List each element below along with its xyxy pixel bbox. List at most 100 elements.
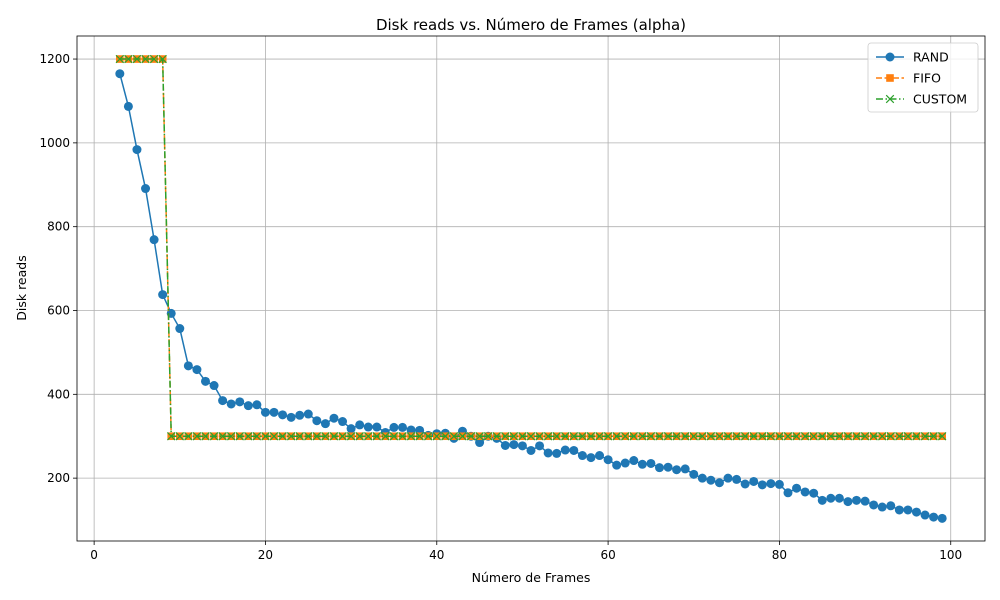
data-point-rand — [903, 505, 913, 515]
data-point-custom — [483, 432, 493, 441]
x-marker-stroke — [466, 432, 476, 441]
data-point-custom — [295, 432, 304, 441]
plot-area-frame — [76, 35, 986, 542]
data-point-custom — [818, 432, 827, 441]
data-point-custom — [629, 432, 639, 441]
x-marker-stroke — [818, 432, 827, 441]
data-point-rand — [612, 460, 622, 470]
x-marker-stroke — [518, 432, 527, 441]
data-point-custom — [415, 432, 424, 441]
x-marker-stroke — [758, 432, 767, 441]
data-point-rand — [595, 451, 605, 461]
data-point-custom — [646, 432, 656, 441]
legend-label-rand: RAND — [913, 50, 949, 65]
legend: RAND FIFO CUSTOM — [867, 42, 979, 113]
x-marker-stroke — [912, 432, 921, 441]
axis-ticks: 0 20 40 60 80 100 200 400 600 800 1000 1200 — [39, 52, 962, 562]
x-marker-stroke — [835, 432, 844, 441]
x-marker-stroke — [543, 432, 553, 441]
x-marker-stroke — [218, 432, 227, 441]
x-marker-stroke — [826, 432, 836, 441]
x-marker-stroke — [286, 432, 296, 441]
data-point-custom — [192, 432, 202, 441]
data-point-rand — [543, 448, 553, 458]
x-marker-stroke — [706, 432, 716, 441]
x-marker-stroke — [158, 54, 167, 64]
data-point-custom — [723, 432, 733, 441]
x-marker-stroke — [740, 432, 750, 441]
x-marker-stroke — [509, 432, 519, 441]
data-point-rand — [295, 410, 305, 420]
data-point-custom — [501, 432, 510, 441]
data-point-rand — [757, 480, 767, 490]
x-marker-stroke — [278, 432, 287, 441]
x-marker-stroke — [903, 432, 913, 441]
y-tick-label: 600 — [47, 304, 70, 318]
data-point-custom — [235, 432, 244, 441]
x-marker-stroke — [886, 432, 895, 441]
data-point-rand — [260, 407, 270, 417]
data-point-rand — [526, 445, 536, 455]
data-point-rand — [200, 376, 210, 386]
data-point-custom — [132, 54, 142, 64]
series-layer — [115, 54, 947, 523]
x-marker-stroke — [689, 432, 698, 441]
data-point-custom — [423, 432, 433, 441]
data-point-rand — [406, 425, 416, 435]
x-marker-stroke — [526, 432, 536, 441]
data-point-rand — [672, 465, 682, 475]
data-point-custom — [286, 432, 296, 441]
x-marker-stroke — [638, 432, 647, 441]
data-point-custom — [364, 432, 373, 441]
data-point-custom — [475, 432, 484, 441]
data-point-rand — [517, 441, 527, 451]
data-point-rand — [894, 505, 904, 515]
data-point-rand — [500, 440, 510, 450]
data-point-rand — [663, 462, 673, 472]
x-marker-stroke — [766, 432, 776, 441]
data-point-custom — [680, 432, 690, 441]
x-marker-stroke — [869, 432, 878, 441]
data-point-custom — [903, 432, 913, 441]
data-point-rand — [320, 419, 330, 429]
data-point-custom — [835, 432, 844, 441]
data-point-custom — [561, 432, 570, 441]
data-point-custom — [749, 432, 758, 441]
y-tick-label: 400 — [47, 387, 70, 401]
data-point-custom — [877, 432, 887, 441]
data-point-custom — [304, 432, 313, 441]
x-marker-stroke — [895, 432, 904, 441]
data-point-rand — [706, 475, 716, 485]
x-marker-stroke — [586, 432, 596, 441]
data-point-rand — [886, 501, 896, 511]
data-point-rand — [175, 324, 185, 334]
data-point-custom — [312, 432, 322, 441]
data-point-rand — [809, 488, 819, 498]
data-point-custom — [518, 432, 527, 441]
data-point-custom — [672, 432, 681, 441]
data-point-rand — [183, 361, 193, 371]
data-point-custom — [252, 432, 262, 441]
data-point-rand — [475, 438, 485, 448]
data-point-custom — [441, 432, 450, 441]
x-marker-stroke — [235, 432, 244, 441]
x-marker-stroke — [269, 432, 279, 441]
data-point-rand — [158, 290, 168, 300]
data-point-custom — [621, 432, 630, 441]
data-point-custom — [218, 432, 227, 441]
x-tick-label: 20 — [258, 548, 273, 562]
data-point-rand — [192, 365, 202, 375]
data-point-custom — [329, 432, 339, 441]
data-point-custom — [535, 432, 544, 441]
data-point-custom — [895, 432, 904, 441]
x-marker-stroke — [184, 432, 193, 441]
data-point-rand — [929, 512, 939, 522]
x-marker-stroke — [595, 432, 604, 441]
x-marker-stroke — [843, 432, 853, 441]
data-point-rand — [389, 422, 399, 432]
data-point-custom — [689, 432, 698, 441]
data-point-custom — [603, 432, 613, 441]
data-point-rand — [569, 445, 579, 455]
data-point-custom — [261, 432, 270, 441]
data-point-rand — [372, 422, 382, 432]
